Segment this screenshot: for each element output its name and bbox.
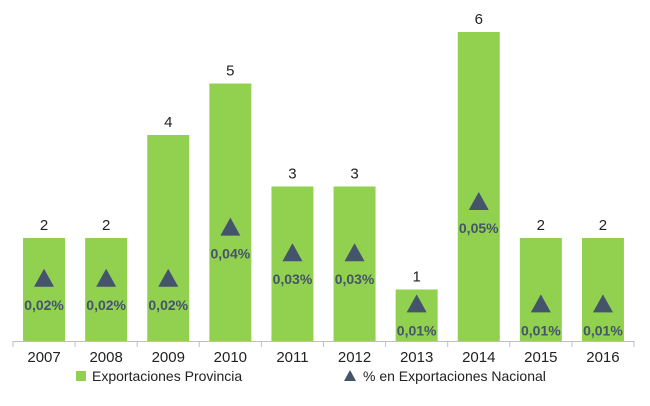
bar — [209, 83, 252, 341]
markers-layer: 0,02% 0,02% 0,02% 0,04% 0,03% 0,03% 0,01% 0,05%… — [24, 192, 623, 338]
marker-triangle — [96, 268, 117, 287]
bar — [23, 238, 66, 341]
bar-value-label: 3 — [350, 166, 358, 183]
bar-value-label: 2 — [40, 217, 48, 234]
bar — [581, 238, 624, 341]
marker-triangle — [282, 243, 303, 262]
legend-label-marker: % en Exportaciones Nacional — [363, 368, 546, 384]
bar — [271, 186, 314, 341]
bar — [85, 238, 128, 341]
bar-value-label: 5 — [226, 63, 234, 80]
marker-triangle — [468, 192, 489, 210]
marker-triangle — [34, 268, 55, 287]
x-tick-label: 2011 — [276, 349, 308, 366]
marker-triangle — [592, 294, 613, 313]
bar-value-label: 3 — [288, 166, 296, 183]
bar-value-label: 2 — [537, 217, 545, 234]
bar-value-label: 1 — [412, 269, 420, 286]
x-tick-label: 2010 — [214, 349, 247, 366]
x-tick-label: 2007 — [27, 349, 60, 366]
marker-value-label: 0,01% — [521, 322, 561, 338]
bar — [147, 135, 190, 341]
x-tick-labels: 2007 2008 2009 2010 2011 2012 2013 2014 2015 2016 — [27, 349, 619, 366]
legend: Exportaciones Provincia % en Exportacion… — [76, 368, 546, 384]
x-tick-label: 2008 — [89, 349, 122, 366]
x-tick-label: 2009 — [152, 349, 185, 366]
bar — [519, 238, 562, 341]
marker-value-label: 0,02% — [24, 297, 64, 313]
marker-value-label: 0,01% — [397, 322, 437, 338]
bar-value-label: 4 — [164, 114, 172, 131]
marker-value-label: 0,02% — [148, 297, 188, 313]
bar — [333, 186, 376, 341]
x-tick-label: 2014 — [462, 349, 495, 366]
bar-value-label: 6 — [475, 11, 483, 28]
marker-value-label: 0,03% — [335, 271, 375, 287]
marker-value-label: 0,03% — [273, 271, 313, 287]
bars-layer: 2 2 4 5 3 3 1 6 2 2 — [23, 11, 624, 341]
marker-value-label: 0,05% — [459, 220, 499, 236]
legend-swatch-triangle — [344, 370, 356, 381]
marker-triangle — [530, 294, 551, 313]
marker-triangle — [406, 294, 427, 313]
marker-value-label: 0,01% — [583, 322, 623, 338]
marker-value-label: 0,04% — [210, 246, 250, 262]
bar-value-label: 2 — [102, 217, 110, 234]
x-ticks — [12, 341, 635, 347]
marker-triangle — [158, 268, 179, 287]
bar — [457, 32, 500, 341]
marker-triangle — [220, 217, 241, 236]
x-tick-label: 2016 — [586, 349, 619, 366]
marker-triangle — [344, 243, 365, 262]
legend-swatch-bar — [76, 371, 86, 381]
bar-value-label: 2 — [599, 217, 607, 234]
marker-value-label: 0,02% — [86, 297, 126, 313]
x-tick-label: 2012 — [338, 349, 371, 366]
x-tick-label: 2015 — [524, 349, 557, 366]
x-tick-label: 2013 — [400, 349, 433, 366]
legend-label-bar: Exportaciones Provincia — [92, 368, 242, 384]
